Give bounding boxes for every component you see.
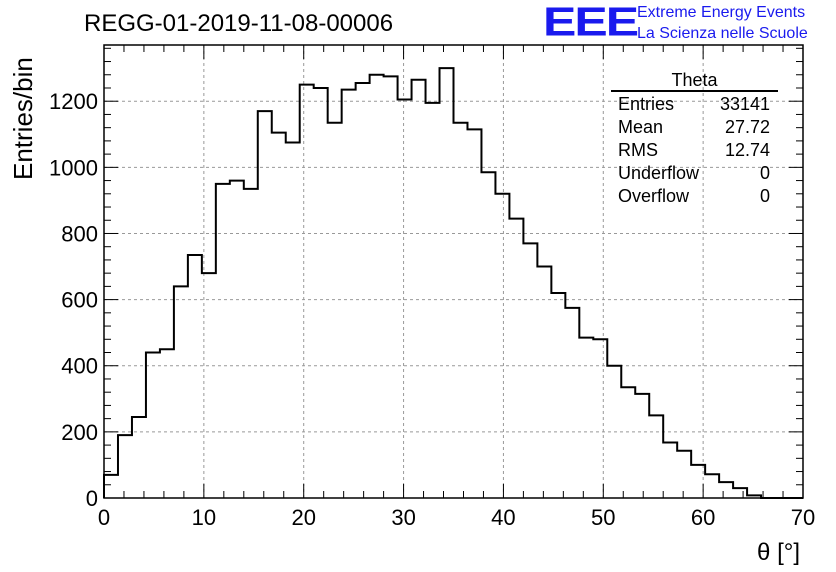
histogram-bin: [132, 417, 146, 498]
stats-box: Theta Entries 33141 Mean 27.72 RMS 12.74 Underf…: [611, 70, 778, 206]
histogram-bin: [272, 133, 286, 498]
histogram-bin: [230, 181, 244, 498]
histogram-bin: [523, 243, 537, 498]
y-tick-labels: 0 200 400 600 800 1000 1200: [49, 89, 98, 511]
y-tick-label: 600: [61, 288, 98, 313]
y-tick-label: 400: [61, 354, 98, 379]
logo-line-1: Extreme Energy Events: [637, 4, 806, 21]
histogram-bin: [370, 75, 384, 498]
histogram-bin: [719, 482, 733, 498]
stats-row-value: 0: [760, 186, 770, 206]
histogram-bin: [509, 219, 523, 498]
y-tick-label: 0: [86, 486, 98, 511]
histogram-bin: [174, 286, 188, 498]
histogram-bin: [677, 451, 691, 498]
histogram-bin: [328, 123, 342, 498]
histogram-bin: [537, 267, 551, 498]
histogram-bin: [300, 85, 314, 498]
histogram-bin: [356, 83, 370, 498]
stats-row-value: 27.72: [725, 117, 770, 137]
histogram-bin: [118, 435, 132, 498]
stats-row-value: 0: [760, 163, 770, 183]
histogram-bin: [593, 339, 607, 498]
stats-row-value: 12.74: [725, 140, 770, 160]
histogram-bin: [635, 394, 649, 498]
histogram-bin: [258, 111, 272, 498]
y-tick-label: 1200: [49, 89, 98, 114]
histogram-bin: [216, 184, 230, 498]
histogram-bin: [202, 273, 216, 498]
histogram-bin: [398, 100, 412, 498]
y-axis-label: Entries/bin: [8, 57, 38, 180]
histogram-bin: [733, 488, 747, 498]
histogram-bin: [314, 88, 328, 498]
histogram-bin: [663, 442, 677, 498]
logo-line-2: La Scienza nelle Scuole: [637, 25, 808, 42]
histogram-bin: [481, 172, 495, 498]
histogram-bin: [384, 76, 398, 498]
histogram-bin: [286, 143, 300, 498]
stats-row-label: Mean: [618, 117, 663, 137]
histogram-bin: [160, 349, 174, 498]
histogram-bin: [495, 194, 509, 498]
x-axis-label: θ [°]: [757, 539, 800, 566]
plot-frame: [103, 44, 804, 499]
y-tick-label: 1000: [49, 155, 98, 180]
histogram-bin: [621, 387, 635, 498]
x-tick-label: 10: [192, 505, 216, 530]
x-tick-label: 70: [791, 505, 815, 530]
stats-row-value: 33141: [720, 94, 770, 114]
x-tick-labels: 0 10 20 30 40 50 60 70: [98, 505, 815, 530]
histogram-outline: [103, 67, 803, 499]
eee-logo: EEE: [543, 0, 639, 45]
histogram-bin: [454, 123, 468, 498]
histogram-bin: [551, 293, 565, 498]
x-tick-label: 20: [291, 505, 315, 530]
histogram-bin: [705, 474, 719, 498]
stats-title: Theta: [671, 70, 718, 90]
histogram-bin: [565, 308, 579, 498]
histogram-bin: [244, 189, 258, 498]
histogram-bin: [342, 90, 356, 498]
stats-row-label: RMS: [618, 140, 658, 160]
histogram-bin: [146, 353, 160, 498]
axis-ticks: [103, 45, 804, 499]
histogram-bin: [426, 103, 440, 498]
x-tick-label: 50: [591, 505, 615, 530]
histogram-bin: [467, 129, 481, 498]
histogram-bin: [104, 475, 118, 498]
histogram-series: [103, 67, 803, 499]
stats-row-label: Entries: [618, 94, 674, 114]
histogram-bin: [188, 255, 202, 498]
histogram-bin: [412, 80, 426, 498]
histogram-bin: [440, 68, 454, 498]
x-tick-label: 60: [691, 505, 715, 530]
histogram-bin: [649, 415, 663, 498]
histogram-bin: [607, 366, 621, 498]
x-tick-label: 40: [491, 505, 515, 530]
chart-title: REGG-01-2019-11-08-00006: [84, 10, 394, 37]
stats-row-label: Overflow: [618, 186, 690, 206]
y-tick-label: 200: [61, 420, 98, 445]
x-tick-label: 30: [391, 505, 415, 530]
axes-frame: [103, 44, 804, 499]
y-tick-label: 800: [61, 221, 98, 246]
x-tick-label: 0: [98, 505, 110, 530]
histogram-bin: [579, 338, 593, 498]
stats-row-label: Underflow: [618, 163, 700, 183]
